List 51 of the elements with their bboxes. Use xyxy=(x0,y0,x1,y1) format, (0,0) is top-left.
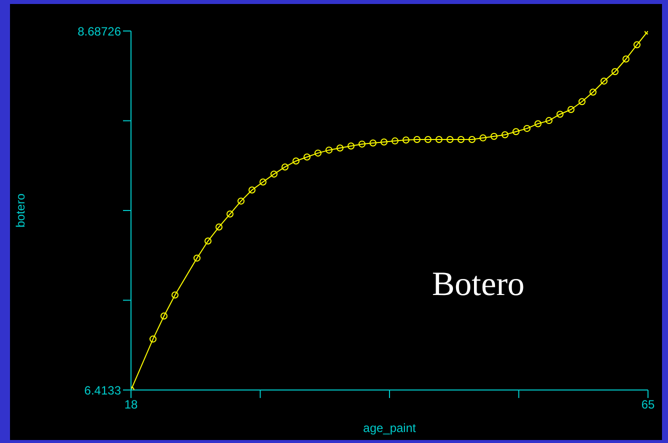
point xyxy=(160,312,168,320)
point xyxy=(248,186,256,194)
point xyxy=(402,136,410,144)
point xyxy=(304,154,310,161)
point xyxy=(150,336,156,343)
point xyxy=(634,41,640,48)
point xyxy=(578,98,586,106)
point xyxy=(314,150,322,157)
point xyxy=(194,254,200,262)
point xyxy=(172,292,178,299)
point xyxy=(436,136,442,143)
point xyxy=(424,136,432,143)
point xyxy=(458,136,464,143)
point xyxy=(490,132,498,140)
point xyxy=(238,198,244,205)
point xyxy=(270,170,278,178)
point xyxy=(204,238,212,245)
point xyxy=(414,136,420,143)
y-axis-title: botero xyxy=(13,193,28,228)
point xyxy=(546,117,552,124)
point xyxy=(556,110,564,118)
point xyxy=(468,136,476,143)
point xyxy=(502,131,508,138)
point xyxy=(524,124,530,132)
point xyxy=(612,68,618,76)
point xyxy=(370,139,376,146)
point xyxy=(260,178,266,186)
point xyxy=(392,137,398,144)
y-tick-label: 6.4133 xyxy=(84,383,122,398)
x-tick-label: 65 xyxy=(641,398,655,412)
point xyxy=(380,138,388,146)
point xyxy=(590,88,596,96)
y-tick-label: 8.68726 xyxy=(78,24,122,38)
point xyxy=(622,55,630,62)
point xyxy=(446,136,454,143)
point xyxy=(292,157,300,164)
point xyxy=(534,120,542,128)
point xyxy=(480,134,486,142)
point xyxy=(216,223,222,230)
point xyxy=(326,146,332,154)
point xyxy=(600,78,608,85)
point xyxy=(512,128,520,136)
x-axis-title: age_paint xyxy=(363,421,417,435)
point xyxy=(282,163,288,170)
point xyxy=(336,144,344,152)
point xyxy=(568,106,574,114)
annotation: Botero xyxy=(432,266,525,304)
point xyxy=(358,140,366,148)
point xyxy=(226,210,234,218)
point xyxy=(348,142,354,150)
x-tick-label: 18 xyxy=(124,398,138,412)
